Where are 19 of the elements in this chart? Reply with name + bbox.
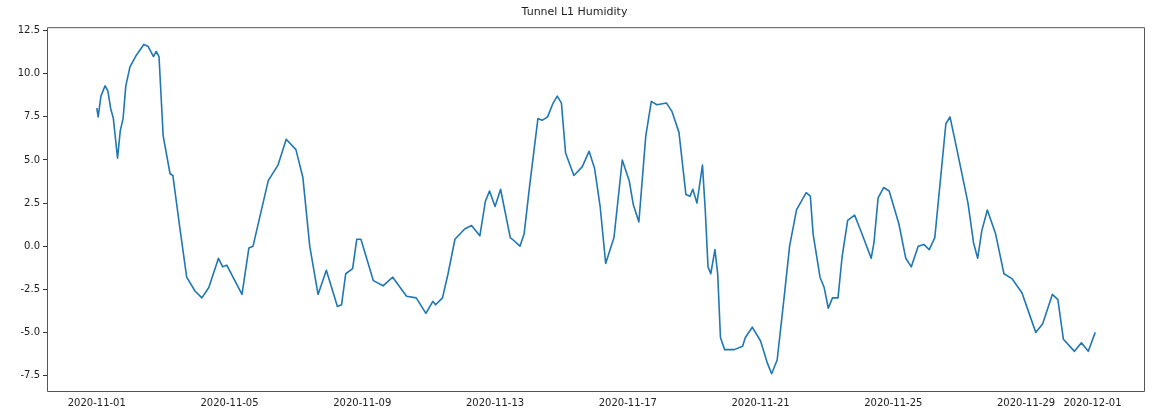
y-tick-label: -2.5 [20,282,40,294]
x-tick-label: 2020-11-17 [598,396,657,408]
y-tick-label: -7.5 [20,369,40,381]
y-tick-label: 10.0 [17,67,40,79]
y-tick-label: 7.5 [24,110,40,122]
y-tick-label: 5.0 [24,153,40,165]
x-tick-label: 2020-11-05 [200,396,259,408]
y-tick-label: 12.5 [17,24,40,36]
y-tick-label: 2.5 [24,196,40,208]
x-tick-label: 2020-11-25 [864,396,923,408]
x-tick-label: 2020-12-01 [1063,396,1122,408]
x-tick-label: 2020-11-01 [67,396,126,408]
y-tick-label: 0.0 [24,239,40,251]
x-tick-label: 2020-11-29 [997,396,1056,408]
chart-title: Tunnel L1 Humidity [520,5,628,19]
x-tick-label: 2020-11-13 [465,396,525,408]
x-tick-label: 2020-11-09 [333,396,392,408]
x-tick-label: 2020-11-21 [731,396,790,408]
y-tick-label: -5.0 [20,325,40,337]
